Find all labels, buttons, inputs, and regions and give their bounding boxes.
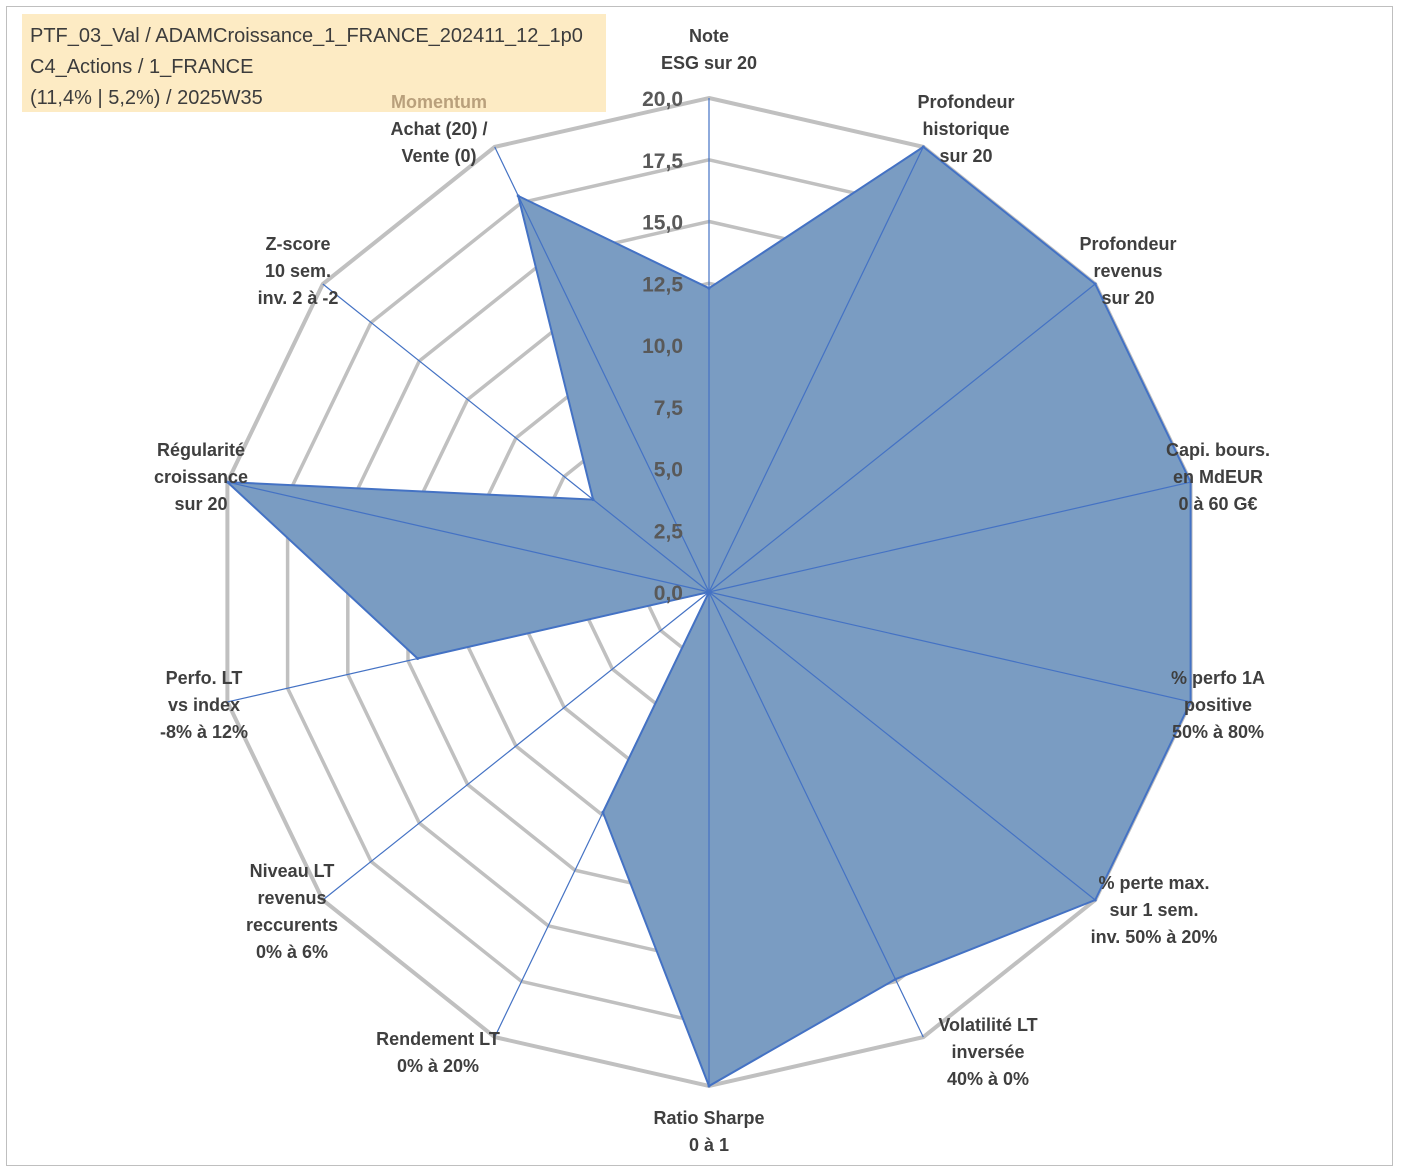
axis-label-line: inversée	[951, 1042, 1024, 1062]
axis-spoke	[322, 591, 710, 901]
axis-label: Profondeur revenus sur 20	[1080, 234, 1177, 308]
axis-label-line: 0 à 1	[689, 1135, 729, 1155]
header-line-category: C4_Actions / 1_FRANCE	[30, 56, 254, 78]
axis-label-line: revenus	[1093, 261, 1162, 281]
axis-spoke	[708, 591, 1096, 901]
axis-label-line: Perfo. LT	[166, 668, 243, 688]
axis-label-line: Profondeur	[918, 92, 1015, 112]
axis-label: % perfo 1A positive 50% à 80%	[1171, 668, 1265, 742]
tick-label: 12,5	[642, 273, 683, 296]
radar-spokes	[227, 98, 1191, 1086]
axis-label-line: en MdEUR	[1173, 467, 1263, 487]
axis-label-line: 10 sem.	[265, 261, 331, 281]
axis-label-line: historique	[922, 119, 1009, 139]
axis-label: Profondeur historique sur 20	[918, 92, 1015, 166]
axis-label-line: % perte max.	[1098, 873, 1209, 893]
header-line-stats: (11,4% | 5,2%) / 2025W35	[30, 87, 263, 109]
axis-label-line: inv. 2 à -2	[258, 288, 339, 308]
axis-label-line: Volatilité LT	[938, 1015, 1037, 1035]
tick-label: 15,0	[642, 212, 683, 235]
axis-label: Note ESG sur 20	[661, 26, 757, 73]
header-line-portfolio: PTF_03_Val / ADAMCroissance_1_FRANCE_202…	[30, 25, 583, 47]
axis-label: Régularité croissance sur 20	[154, 440, 248, 514]
axis-label-line: 50% à 80%	[1172, 722, 1264, 742]
axis-label-line: 0% à 20%	[397, 1056, 479, 1076]
axis-spoke	[708, 591, 924, 1038]
tick-label: 7,5	[654, 397, 684, 420]
axis-spoke	[227, 591, 710, 703]
axis-label-line: 0% à 6%	[256, 942, 328, 962]
chart-frame	[6, 6, 1393, 1166]
axis-label-line: 40% à 0%	[947, 1069, 1029, 1089]
tick-label: 5,0	[654, 459, 683, 482]
axis-label-line: Niveau LT	[250, 861, 335, 881]
axis-label: Perfo. LT vs index -8% à 12%	[160, 668, 248, 742]
radar-tick-labels: 0,0 2,5 5,0 7,5 10,0 12,5 15,0 17,5 20,0	[642, 88, 683, 605]
axis-label: Niveau LT revenus reccurents 0% à 6%	[246, 861, 338, 962]
axis-label-line: inv. 50% à 20%	[1091, 927, 1218, 947]
axis-label-line: Z-score	[265, 234, 330, 254]
axis-label-line: Rendement LT	[376, 1029, 500, 1049]
axis-label-line: ESG sur 20	[661, 53, 757, 73]
axis-label: Z-score 10 sem. inv. 2 à -2	[258, 234, 339, 308]
axis-label-line: Régularité	[157, 440, 245, 460]
axis-label-line: -8% à 12%	[160, 722, 248, 742]
axis-spoke	[708, 146, 924, 593]
axis-label: Volatilité LT inversée 40% à 0%	[938, 1015, 1037, 1089]
axis-spoke	[708, 283, 1096, 593]
axis-label-line: positive	[1184, 695, 1252, 715]
tick-label: 0,0	[654, 582, 683, 605]
axis-label-line: vs index	[168, 695, 240, 715]
axis-label: Capi. bours. en MdEUR 0 à 60 G€	[1166, 440, 1270, 514]
axis-label-line: Ratio Sharpe	[653, 1108, 764, 1128]
axis-label-line: sur 20	[174, 494, 227, 514]
axis-label-line: sur 20	[1101, 288, 1154, 308]
axis-label-line: revenus	[257, 888, 326, 908]
axis-spoke	[708, 591, 1191, 703]
axis-label-line: croissance	[154, 467, 248, 487]
tick-label: 10,0	[642, 335, 683, 358]
axis-label-line: Profondeur	[1080, 234, 1177, 254]
axis-label: Momentum Achat (20) / Vente (0)	[390, 92, 487, 166]
axis-label-line: % perfo 1A	[1171, 668, 1265, 688]
tick-label: 20,0	[642, 88, 683, 111]
axis-label-category: Momentum	[391, 92, 487, 112]
axis-spoke	[227, 481, 710, 593]
axis-label-line: Capi. bours.	[1166, 440, 1270, 460]
tick-label: 17,5	[642, 150, 683, 173]
axis-label-line: 0 à 60 G€	[1178, 494, 1257, 514]
tick-label: 2,5	[654, 520, 684, 543]
axis-label: Rendement LT 0% à 20%	[376, 1029, 500, 1076]
axis-label-line: Achat (20) /	[390, 119, 487, 139]
axis-spoke	[708, 481, 1191, 593]
axis-label: Ratio Sharpe 0 à 1	[653, 1108, 764, 1155]
axis-label-line: sur 1 sem.	[1109, 900, 1198, 920]
axis-spoke	[322, 283, 710, 593]
chart-header-box: PTF_03_Val / ADAMCroissance_1_FRANCE_202…	[22, 14, 606, 112]
axis-spoke	[494, 591, 710, 1038]
axis-label-line: sur 20	[939, 146, 992, 166]
radar-axis-labels: Note ESG sur 20 Profondeur historique sur 20…	[154, 26, 1270, 1155]
axis-label-line: Note	[689, 26, 729, 46]
axis-spoke	[494, 146, 710, 593]
axis-label-line: reccurents	[246, 915, 338, 935]
axis-label: % perte max. sur 1 sem. inv. 50% à 20%	[1091, 873, 1218, 947]
axis-label-line: Vente (0)	[401, 146, 476, 166]
